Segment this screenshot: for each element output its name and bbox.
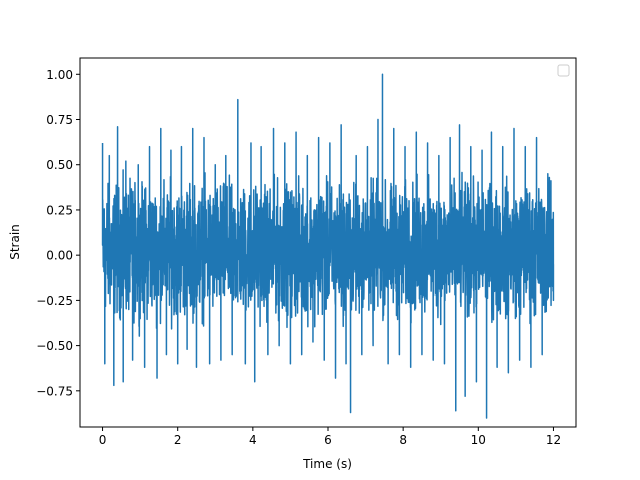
- legend-box: [557, 64, 570, 77]
- plot-layer: [101, 73, 555, 419]
- axes-layer: 0 2 4 6 8 10 12 −0.75 −0.50 −0.25 0.00 0.25 0.50 0.75…: [36, 57, 577, 447]
- y-tick-label: −0.75: [36, 384, 73, 398]
- y-tick-label: 0.75: [46, 113, 73, 127]
- x-tick-label: 6: [324, 433, 332, 447]
- x-axis-label: Time (s): [302, 457, 352, 471]
- y-axis-label: Strain: [8, 224, 22, 260]
- y-tick-label: −0.50: [36, 339, 73, 353]
- series-line: [101, 73, 555, 419]
- x-tick-label: 0: [99, 433, 107, 447]
- y-tick-label: 1.00: [46, 68, 73, 82]
- x-tick-label: 8: [399, 433, 407, 447]
- y-tick-label: −0.25: [36, 294, 73, 308]
- x-tick-label: 10: [471, 433, 486, 447]
- y-tick-label: 0.25: [46, 203, 73, 217]
- x-tick-label: 4: [249, 433, 257, 447]
- y-tick-label: 0.50: [46, 158, 73, 172]
- x-tick-label: 2: [174, 433, 182, 447]
- x-tick-label: 12: [546, 433, 561, 447]
- y-tick-label: 0.00: [46, 249, 73, 263]
